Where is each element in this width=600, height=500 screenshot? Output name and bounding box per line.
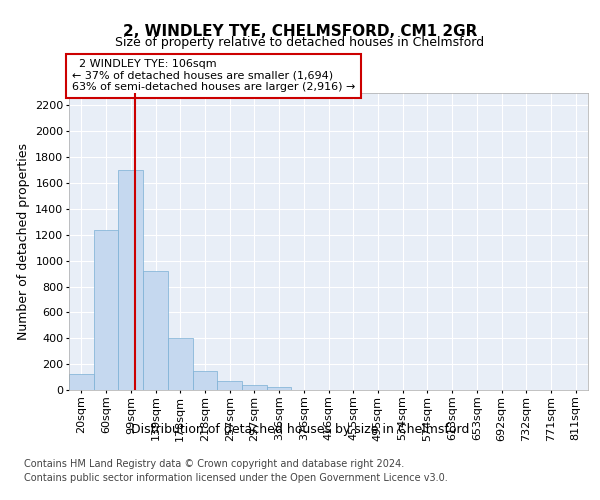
Text: 2, WINDLEY TYE, CHELMSFORD, CM1 2GR: 2, WINDLEY TYE, CHELMSFORD, CM1 2GR xyxy=(123,24,477,39)
Text: 2 WINDLEY TYE: 106sqm
← 37% of detached houses are smaller (1,694)
63% of semi-d: 2 WINDLEY TYE: 106sqm ← 37% of detached … xyxy=(71,60,355,92)
Bar xyxy=(94,230,118,390)
Text: Distribution of detached houses by size in Chelmsford: Distribution of detached houses by size … xyxy=(131,422,469,436)
Text: Contains HM Land Registry data © Crown copyright and database right 2024.: Contains HM Land Registry data © Crown c… xyxy=(24,459,404,469)
Bar xyxy=(143,271,168,390)
Bar xyxy=(69,374,94,390)
Bar xyxy=(118,170,143,390)
Bar xyxy=(242,386,267,390)
Text: Size of property relative to detached houses in Chelmsford: Size of property relative to detached ho… xyxy=(115,36,485,49)
Bar xyxy=(217,381,242,390)
Bar xyxy=(267,388,292,390)
Bar xyxy=(168,338,193,390)
Text: Contains public sector information licensed under the Open Government Licence v3: Contains public sector information licen… xyxy=(24,473,448,483)
Y-axis label: Number of detached properties: Number of detached properties xyxy=(17,143,29,340)
Bar xyxy=(193,370,217,390)
